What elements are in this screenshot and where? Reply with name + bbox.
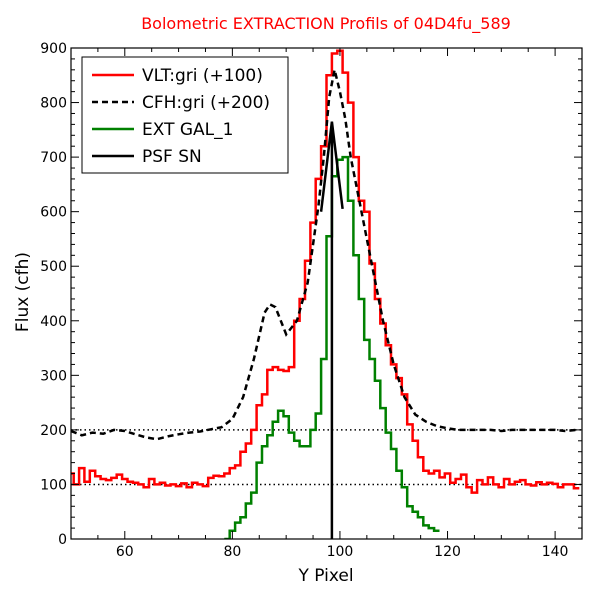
x-tick-label: 60 [116, 544, 134, 560]
y-tick-label: 0 [58, 532, 67, 548]
x-tick-label: 80 [223, 544, 241, 560]
series-vlt [71, 49, 580, 494]
chart-title: Bolometric EXTRACTION Profils of 04D4fu_… [141, 14, 511, 34]
x-tick-label: 140 [542, 544, 569, 560]
x-tick-label: 100 [327, 544, 354, 560]
legend-label-cfh: CFH:gri (+200) [142, 93, 270, 113]
series-cfh [71, 69, 577, 441]
x-tick-label: 120 [434, 544, 461, 560]
y-tick-label: 900 [40, 41, 67, 57]
y-tick-label: 700 [40, 150, 67, 166]
y-axis-label: Flux (cfh) [13, 252, 33, 332]
y-tick-label: 500 [40, 259, 67, 275]
y-tick-label: 600 [40, 205, 67, 221]
legend-label-vlt: VLT:gri (+100) [142, 66, 263, 86]
series-psf [319, 121, 344, 539]
x-axis-label: Y Pixel [297, 566, 353, 586]
legend: VLT:gri (+100) CFH:gri (+200) EXT GAL_1 PSF… [81, 56, 289, 174]
legend-frame [81, 56, 289, 174]
y-tick-label: 300 [40, 368, 67, 384]
y-tick-label: 100 [40, 477, 67, 493]
legend-label-gal: EXT GAL_1 [142, 120, 233, 140]
y-tick-label: 800 [40, 96, 67, 112]
y-tick-label: 400 [40, 314, 67, 330]
legend-label-psf: PSF SN [142, 147, 202, 167]
y-tick-label: 200 [40, 423, 67, 439]
plot-frame [70, 47, 583, 540]
